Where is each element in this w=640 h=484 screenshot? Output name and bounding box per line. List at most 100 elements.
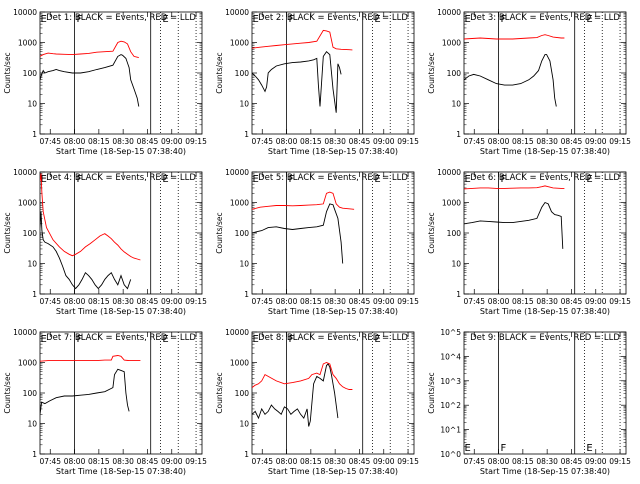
x-tick-label: 09:00	[585, 137, 607, 146]
marker-label-f: F	[289, 334, 295, 345]
x-tick-label: 07:45	[39, 457, 61, 466]
series-group	[40, 355, 141, 415]
marker-label-f: F	[77, 334, 83, 345]
x-tick-label: 09:15	[397, 297, 419, 306]
y-tick-label: 10	[27, 100, 37, 109]
detector-panel-6: Det 6: BLACK = Events, RED = LLD 1 10 100 10…	[427, 168, 631, 316]
plot-frame	[251, 11, 415, 135]
series-group	[252, 29, 353, 113]
plot-frame	[39, 11, 203, 135]
x-tick-label: 09:00	[373, 137, 395, 146]
y-tick-label: 100	[23, 69, 38, 78]
x-tick-label: 08:30	[112, 297, 134, 306]
marker-label-e-end: E	[586, 14, 592, 25]
x-axis-label: Start Time (18-Sep-15 07:38:40)	[480, 467, 610, 476]
series-group	[464, 185, 565, 249]
y-axis-label: Counts/sec	[427, 52, 436, 93]
lld-series-line	[40, 173, 141, 261]
marker-label-e-start: E	[252, 14, 258, 25]
x-tick-label: 08:45	[561, 457, 583, 466]
lld-series-line	[40, 355, 141, 362]
y-tick-label: 1000	[18, 359, 37, 368]
y-tick-label: 1	[32, 450, 37, 459]
lld-series-line	[252, 362, 353, 390]
x-tick-label: 08:15	[88, 297, 110, 306]
x-tick-label: 08:00	[276, 297, 298, 306]
x-axis-label: Start Time (18-Sep-15 07:38:40)	[56, 467, 186, 476]
y-tick-label: 10000	[437, 8, 461, 17]
panel-title: Det 4: BLACK = Events, RED = LLD	[46, 173, 196, 183]
x-tick-label: 08:00	[64, 137, 86, 146]
panel-title: Det 8: BLACK = Events, RED = LLD	[258, 333, 408, 343]
series-group	[40, 40, 140, 107]
panel-title: Det 1: BLACK = Events, RED = LLD	[46, 13, 196, 23]
x-tick-label: 09:15	[609, 137, 631, 146]
marker-label-e-end: E	[162, 334, 168, 345]
x-tick-label: 08:45	[349, 457, 371, 466]
detector-panel-9: Det 9: BLACK = Events, RED = LLD 10^0 10^1…	[427, 328, 631, 476]
x-tick-label: 09:15	[397, 457, 419, 466]
x-tick-label: 07:45	[251, 137, 273, 146]
events-series-line	[252, 203, 344, 264]
panel-title: Det 9: BLACK = Events, RED = LLD	[470, 333, 620, 343]
detector-panel-4: Det 4: BLACK = Events, RED = LLD 1 10 100 10…	[3, 168, 207, 316]
marker-label-f: F	[501, 443, 507, 454]
x-tick-label: 09:15	[397, 137, 419, 146]
y-tick-label: 1	[244, 130, 249, 139]
marker-label-e-start: E	[464, 443, 470, 454]
y-tick-label: 10000	[13, 328, 37, 337]
x-tick-label: 08:15	[88, 137, 110, 146]
x-axis-label: Start Time (18-Sep-15 07:38:40)	[268, 307, 398, 316]
series-group	[40, 173, 141, 290]
marker-label-e-start: E	[252, 174, 258, 185]
plot-frame	[463, 11, 627, 135]
x-tick-label: 09:00	[161, 297, 183, 306]
x-tick-label: 08:30	[112, 457, 134, 466]
y-tick-label: 10000	[13, 8, 37, 17]
x-axis-label: Start Time (18-Sep-15 07:38:40)	[56, 147, 186, 156]
x-tick-label: 09:00	[161, 137, 183, 146]
x-tick-label: 07:45	[251, 457, 273, 466]
marker-label-e-end: E	[586, 443, 592, 454]
y-tick-label: 1000	[230, 359, 249, 368]
y-tick-label: 10000	[225, 8, 249, 17]
y-tick-label: 10^2	[440, 401, 461, 410]
x-tick-label: 08:00	[276, 137, 298, 146]
events-series-line	[464, 54, 557, 107]
y-tick-label: 10	[451, 100, 461, 109]
x-tick-label: 08:00	[276, 457, 298, 466]
x-tick-label: 08:15	[300, 137, 322, 146]
y-tick-label: 100	[235, 69, 250, 78]
y-tick-label: 100	[23, 229, 38, 238]
y-axis-label: Counts/sec	[215, 212, 224, 253]
series-group	[252, 362, 353, 427]
y-tick-label: 10^1	[440, 426, 461, 435]
x-tick-label: 08:30	[324, 457, 346, 466]
lld-series-line	[40, 40, 139, 59]
x-tick-label: 07:45	[251, 297, 273, 306]
y-axis-label: Counts/sec	[427, 372, 436, 413]
y-tick-label: 10	[27, 420, 37, 429]
x-axis-label: Start Time (18-Sep-15 07:38:40)	[56, 307, 186, 316]
marker-label-e-end: E	[162, 14, 168, 25]
x-tick-label: 07:45	[39, 137, 61, 146]
panel-title: Det 7: BLACK = Events, RED = LLD	[46, 333, 196, 343]
y-tick-label: 1000	[230, 199, 249, 208]
detector-panel-2: Det 2: BLACK = Events, RED = LLD 1 10 100 10…	[215, 8, 419, 156]
plot-frame	[463, 331, 627, 455]
x-tick-label: 09:00	[373, 457, 395, 466]
panel-title: Det 2: BLACK = Events, RED = LLD	[258, 13, 408, 23]
y-tick-label: 1	[244, 450, 249, 459]
x-tick-label: 08:45	[137, 297, 159, 306]
events-series-line	[252, 363, 339, 427]
x-tick-label: 08:45	[137, 457, 159, 466]
y-tick-label: 100	[235, 229, 250, 238]
x-tick-label: 08:45	[349, 297, 371, 306]
x-axis-label: Start Time (18-Sep-15 07:38:40)	[480, 147, 610, 156]
x-tick-label: 09:15	[185, 457, 207, 466]
y-tick-label: 10^5	[440, 328, 461, 337]
x-tick-label: 09:00	[585, 457, 607, 466]
marker-label-e-start: E	[40, 14, 46, 25]
lld-series-line	[464, 34, 565, 40]
